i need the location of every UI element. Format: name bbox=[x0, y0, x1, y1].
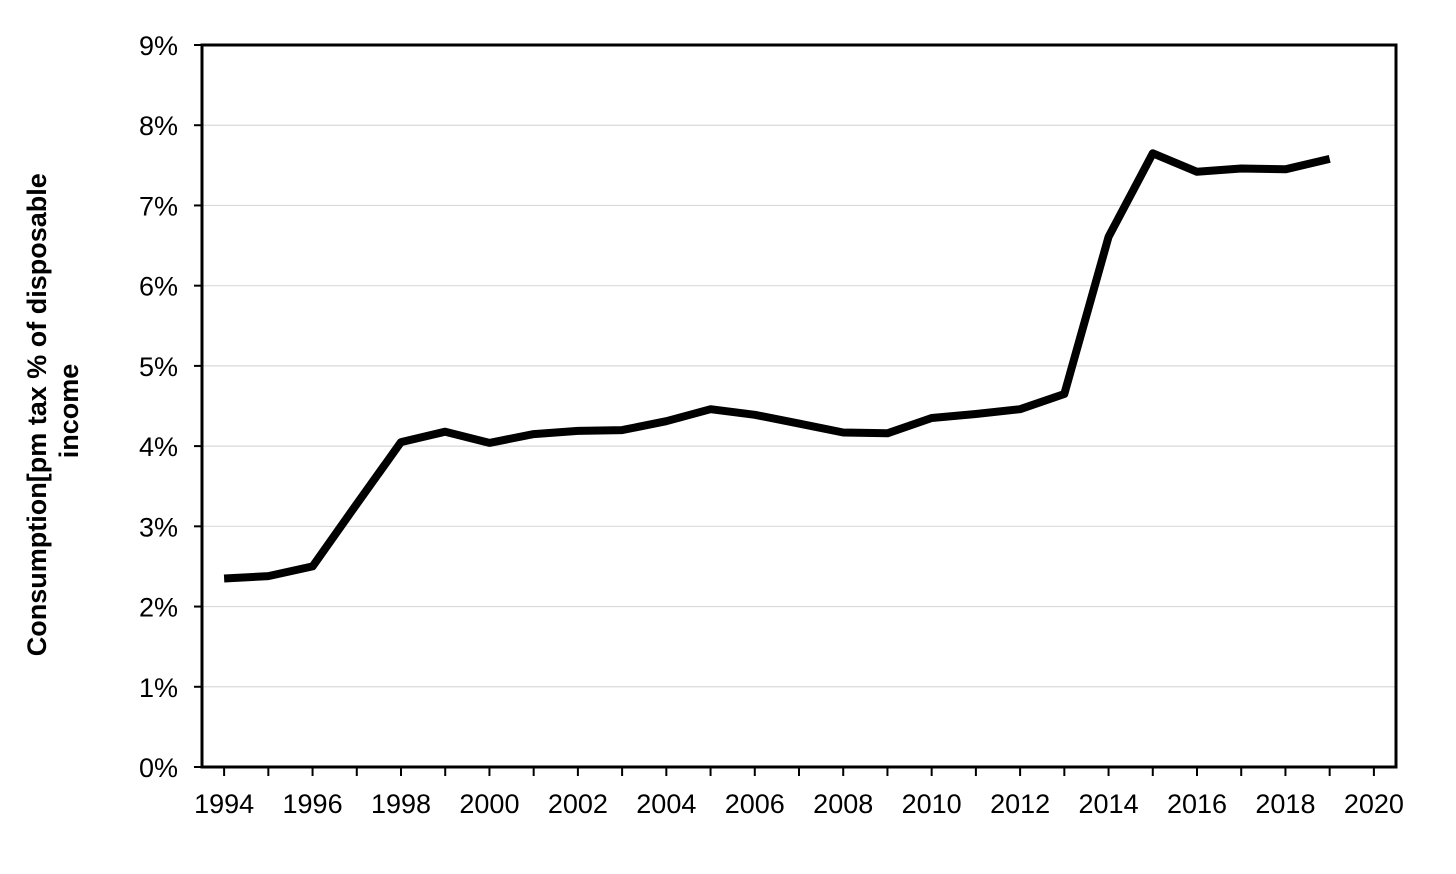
y-tick-label: 6% bbox=[139, 272, 178, 302]
x-tick-label: 1994 bbox=[194, 789, 254, 819]
y-tick-label: 9% bbox=[139, 31, 178, 61]
y-axis-label-line-1: Consumption[pm tax % of disposable bbox=[22, 173, 52, 656]
x-tick-label: 2014 bbox=[1079, 789, 1139, 819]
x-tick-label: 2012 bbox=[990, 789, 1050, 819]
x-tick-label: 2000 bbox=[459, 789, 519, 819]
series-line bbox=[223, 149, 1331, 583]
y-tick-label: 5% bbox=[139, 352, 178, 382]
x-tick-label: 2002 bbox=[548, 789, 608, 819]
y-axis-label-line-2: income bbox=[54, 364, 84, 459]
x-tick-label: 2010 bbox=[902, 789, 962, 819]
x-tick-label: 1996 bbox=[283, 789, 343, 819]
x-tick-label: 2016 bbox=[1167, 789, 1227, 819]
y-tick-label: 8% bbox=[139, 111, 178, 141]
x-tick-label: 1998 bbox=[371, 789, 431, 819]
y-tick-label: 3% bbox=[139, 512, 178, 542]
y-tick-label: 1% bbox=[139, 673, 178, 703]
x-tick-label: 2004 bbox=[636, 789, 696, 819]
x-tick-label: 2006 bbox=[725, 789, 785, 819]
y-axis-label: Consumption[pm tax % of disposable incom… bbox=[22, 166, 84, 657]
y-tick-label: 4% bbox=[139, 432, 178, 462]
plot-frame bbox=[200, 43, 1398, 769]
y-tick-label: 0% bbox=[139, 753, 178, 783]
y-tick-label: 7% bbox=[139, 191, 178, 221]
gridlines bbox=[202, 124, 1396, 688]
x-axis: 1994 1996 1998 2000 2002 2004 2006 2008 2010 2012… bbox=[194, 767, 1404, 819]
series-layer bbox=[223, 149, 1331, 583]
y-axis: 0% 1% 2% 3% 4% 5% 6% 7% 8% 9% bbox=[139, 31, 202, 783]
x-tick-label: 2008 bbox=[813, 789, 873, 819]
y-tick-label: 2% bbox=[139, 593, 178, 623]
x-tick-label: 2018 bbox=[1255, 789, 1315, 819]
x-tick-label: 2020 bbox=[1344, 789, 1404, 819]
